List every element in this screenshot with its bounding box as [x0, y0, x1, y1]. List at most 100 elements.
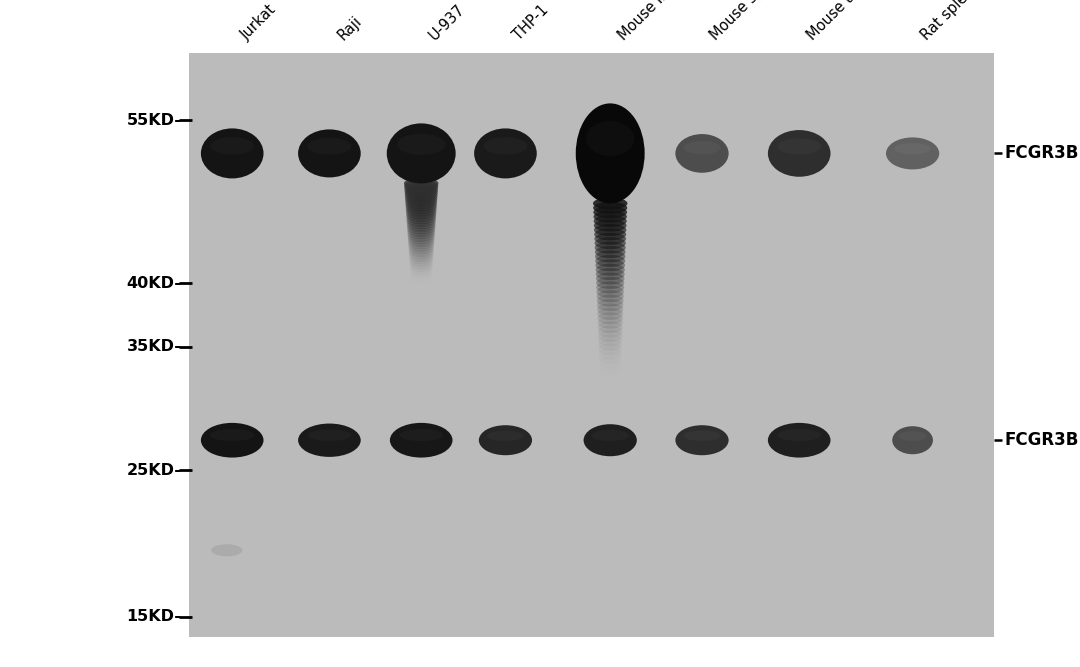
- Ellipse shape: [598, 330, 622, 342]
- Text: Mouse spleen: Mouse spleen: [707, 0, 789, 43]
- Ellipse shape: [408, 237, 434, 249]
- Ellipse shape: [390, 423, 453, 458]
- FancyBboxPatch shape: [189, 53, 994, 637]
- Ellipse shape: [406, 207, 436, 219]
- Text: Raji: Raji: [335, 13, 364, 43]
- Ellipse shape: [892, 426, 933, 454]
- Ellipse shape: [597, 308, 623, 320]
- Ellipse shape: [405, 185, 437, 197]
- Ellipse shape: [595, 246, 625, 258]
- Ellipse shape: [595, 255, 625, 267]
- Ellipse shape: [407, 225, 435, 237]
- Ellipse shape: [597, 312, 623, 324]
- Text: Rat spleen: Rat spleen: [918, 0, 984, 43]
- Ellipse shape: [596, 285, 624, 297]
- Ellipse shape: [583, 424, 637, 456]
- Text: Jurkat: Jurkat: [238, 3, 279, 43]
- Ellipse shape: [593, 197, 627, 209]
- Ellipse shape: [597, 303, 623, 315]
- Ellipse shape: [298, 424, 361, 457]
- Ellipse shape: [596, 290, 624, 302]
- Ellipse shape: [405, 190, 437, 202]
- Ellipse shape: [598, 321, 622, 333]
- Ellipse shape: [408, 235, 434, 247]
- Text: 40KD-: 40KD-: [126, 276, 181, 291]
- Ellipse shape: [408, 233, 434, 245]
- Ellipse shape: [768, 130, 831, 177]
- Text: Mouse thymus: Mouse thymus: [805, 0, 891, 43]
- Ellipse shape: [478, 426, 532, 455]
- Ellipse shape: [406, 205, 436, 217]
- Ellipse shape: [405, 197, 437, 209]
- Ellipse shape: [768, 423, 831, 458]
- Ellipse shape: [597, 317, 623, 329]
- Ellipse shape: [899, 431, 927, 441]
- Ellipse shape: [594, 224, 626, 236]
- Ellipse shape: [406, 203, 436, 215]
- Text: 25KD-: 25KD-: [126, 463, 181, 478]
- Text: 35KD-: 35KD-: [126, 340, 181, 354]
- Ellipse shape: [675, 426, 729, 455]
- Ellipse shape: [596, 268, 624, 280]
- Ellipse shape: [405, 187, 437, 199]
- Ellipse shape: [593, 206, 627, 218]
- Ellipse shape: [408, 243, 434, 255]
- Ellipse shape: [684, 141, 720, 154]
- Text: FCGR3B: FCGR3B: [1004, 432, 1079, 449]
- Text: U-937: U-937: [427, 2, 468, 43]
- Ellipse shape: [298, 129, 361, 177]
- Ellipse shape: [409, 250, 433, 262]
- Text: THP-1: THP-1: [511, 3, 552, 43]
- Ellipse shape: [201, 423, 264, 458]
- Text: 55KD-: 55KD-: [126, 113, 181, 127]
- Ellipse shape: [474, 128, 537, 178]
- Ellipse shape: [598, 325, 622, 338]
- Ellipse shape: [405, 195, 437, 207]
- Ellipse shape: [404, 177, 438, 189]
- Ellipse shape: [211, 429, 254, 441]
- Ellipse shape: [595, 241, 625, 253]
- Ellipse shape: [404, 183, 438, 195]
- Ellipse shape: [406, 215, 436, 227]
- Ellipse shape: [407, 220, 435, 232]
- Ellipse shape: [596, 273, 624, 285]
- Ellipse shape: [593, 202, 627, 214]
- Ellipse shape: [308, 430, 351, 441]
- Ellipse shape: [596, 281, 624, 293]
- Ellipse shape: [894, 143, 931, 154]
- Ellipse shape: [407, 223, 435, 235]
- Ellipse shape: [407, 217, 435, 229]
- Ellipse shape: [405, 193, 437, 204]
- Ellipse shape: [595, 259, 625, 271]
- Ellipse shape: [408, 240, 434, 252]
- Ellipse shape: [487, 430, 524, 441]
- Ellipse shape: [886, 137, 940, 169]
- Ellipse shape: [594, 233, 626, 245]
- Ellipse shape: [596, 277, 624, 289]
- Ellipse shape: [406, 212, 436, 224]
- Ellipse shape: [397, 134, 445, 155]
- Ellipse shape: [406, 210, 436, 222]
- Ellipse shape: [675, 134, 729, 173]
- Ellipse shape: [405, 200, 437, 212]
- Ellipse shape: [592, 430, 629, 441]
- Ellipse shape: [408, 245, 434, 257]
- Ellipse shape: [594, 228, 626, 240]
- Ellipse shape: [594, 219, 626, 231]
- Ellipse shape: [576, 103, 645, 203]
- Ellipse shape: [595, 263, 625, 275]
- Ellipse shape: [211, 137, 254, 155]
- Ellipse shape: [201, 128, 264, 178]
- Ellipse shape: [594, 237, 626, 249]
- Ellipse shape: [409, 247, 433, 259]
- Ellipse shape: [400, 429, 443, 441]
- Ellipse shape: [597, 295, 623, 307]
- Ellipse shape: [778, 138, 821, 155]
- Ellipse shape: [597, 299, 623, 311]
- Ellipse shape: [308, 138, 351, 155]
- Ellipse shape: [684, 430, 720, 441]
- Ellipse shape: [407, 230, 435, 242]
- Ellipse shape: [404, 180, 438, 192]
- Ellipse shape: [594, 215, 626, 227]
- Text: Mouse liver: Mouse liver: [616, 0, 686, 43]
